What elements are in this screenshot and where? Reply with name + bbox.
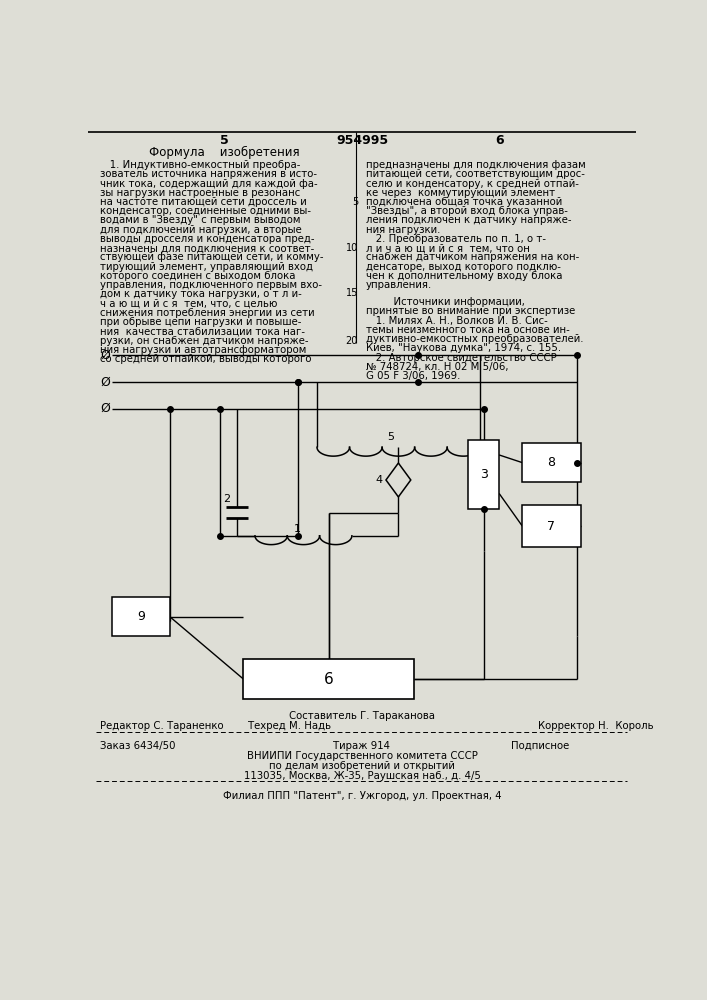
Text: снижения потребления энергии из сети: снижения потребления энергии из сети: [100, 308, 315, 318]
Text: Тираж 914: Тираж 914: [334, 741, 390, 751]
FancyBboxPatch shape: [112, 597, 170, 636]
Text: Заказ 6434/50: Заказ 6434/50: [100, 741, 175, 751]
Text: которого соединен с выходом блока: которого соединен с выходом блока: [100, 271, 296, 281]
Text: питающей сети, соответствующим дрос-: питающей сети, соответствующим дрос-: [366, 169, 585, 179]
Text: 7: 7: [547, 520, 556, 533]
Text: G 05 F 3/06, 1969.: G 05 F 3/06, 1969.: [366, 371, 460, 381]
Text: зователь источника напряжения в исто-: зователь источника напряжения в исто-: [100, 169, 317, 179]
Text: селю и конденсатору, к средней отпай-: селю и конденсатору, к средней отпай-: [366, 179, 579, 189]
Text: Подписное: Подписное: [510, 741, 569, 751]
Text: 2: 2: [223, 494, 230, 504]
Text: 2. Преобразователь по п. 1, о т-: 2. Преобразователь по п. 1, о т-: [366, 234, 546, 244]
Text: Источники информации,: Источники информации,: [373, 297, 525, 307]
Text: рузки, он снабжен датчиком напряже-: рузки, он снабжен датчиком напряже-: [100, 336, 308, 346]
Text: выводы дросселя и конденсатора пред-: выводы дросселя и конденсатора пред-: [100, 234, 315, 244]
FancyBboxPatch shape: [522, 443, 580, 482]
Text: темы неизменного тока на основе ин-: темы неизменного тока на основе ин-: [366, 325, 570, 335]
Text: 5: 5: [220, 134, 228, 147]
Text: "Звезды", а второй вход блока управ-: "Звезды", а второй вход блока управ-: [366, 206, 568, 216]
Text: чник тока, содержащий для каждой фа-: чник тока, содержащий для каждой фа-: [100, 179, 317, 189]
Text: 15: 15: [346, 288, 358, 298]
Text: Филиал ППП "Патент", г. Ужгород, ул. Проектная, 4: Филиал ППП "Патент", г. Ужгород, ул. Про…: [223, 791, 501, 801]
Text: ВНИИПИ Государственного комитета СССР: ВНИИПИ Государственного комитета СССР: [247, 751, 477, 761]
Text: 954995: 954995: [336, 134, 388, 147]
Text: ния  качества стабилизации тока наг-: ния качества стабилизации тока наг-: [100, 326, 305, 336]
Text: дом к датчику тока нагрузки, о т л и-: дом к датчику тока нагрузки, о т л и-: [100, 289, 302, 299]
Text: со средней отпайкой, выводы которого: со средней отпайкой, выводы которого: [100, 354, 312, 364]
Text: зы нагрузки настроенные в резонанс: зы нагрузки настроенные в резонанс: [100, 188, 300, 198]
FancyBboxPatch shape: [243, 659, 414, 699]
Text: 20: 20: [346, 336, 358, 346]
Text: 1. Милях А. Н., Волков И. В. Сис-: 1. Милях А. Н., Волков И. В. Сис-: [366, 316, 548, 326]
Text: 10: 10: [346, 243, 358, 253]
Text: снабжен датчиком напряжения на кон-: снабжен датчиком напряжения на кон-: [366, 252, 579, 262]
Text: для подключений нагрузки, а вторые: для подключений нагрузки, а вторые: [100, 225, 302, 235]
Text: по делам изобретений и открытий: по делам изобретений и открытий: [269, 761, 455, 771]
Text: на частоте питающей сети дроссель и: на частоте питающей сети дроссель и: [100, 197, 307, 207]
Text: Ø: Ø: [100, 348, 110, 361]
Text: № 748724, кл. Н 02 М 5/06,: № 748724, кл. Н 02 М 5/06,: [366, 362, 508, 372]
Text: тирующий элемент, управляющий вход: тирующий элемент, управляющий вход: [100, 262, 313, 272]
Text: управления, подключенного первым вхо-: управления, подключенного первым вхо-: [100, 280, 322, 290]
Text: 6: 6: [324, 672, 334, 687]
Text: денсаторе, выход которого подклю-: денсаторе, выход которого подклю-: [366, 262, 561, 272]
Text: ч а ю щ и й с я  тем, что, с целью: ч а ю щ и й с я тем, что, с целью: [100, 299, 277, 309]
Text: Ø: Ø: [100, 402, 110, 415]
Text: управления.: управления.: [366, 280, 432, 290]
Text: 1. Индуктивно-емкостный преобра-: 1. Индуктивно-емкостный преобра-: [100, 160, 300, 170]
Text: 4: 4: [375, 475, 382, 485]
Text: 2. Авторское свидетельство СССР: 2. Авторское свидетельство СССР: [366, 353, 556, 363]
Text: ствующей фазе питающей сети, и комму-: ствующей фазе питающей сети, и комму-: [100, 252, 324, 262]
FancyBboxPatch shape: [468, 440, 499, 509]
Text: Корректор Н.  Король: Корректор Н. Король: [538, 721, 653, 731]
Text: подключена общая точка указанной: подключена общая точка указанной: [366, 197, 562, 207]
Text: конденсатор, соединенные одними вы-: конденсатор, соединенные одними вы-: [100, 206, 311, 216]
Text: дуктивно-емкостных преобразователей.: дуктивно-емкостных преобразователей.: [366, 334, 583, 344]
Text: предназначены для подключения фазам: предназначены для подключения фазам: [366, 160, 585, 170]
Text: принятые во внимание при экспертизе: принятые во внимание при экспертизе: [366, 306, 575, 316]
Text: 113035, Москва, Ж-35, Раушская наб., д. 4/5: 113035, Москва, Ж-35, Раушская наб., д. …: [243, 771, 480, 781]
Text: Редактор С. Тараненко: Редактор С. Тараненко: [100, 721, 223, 731]
Text: при обрыве цепи нагрузки и повыше-: при обрыве цепи нагрузки и повыше-: [100, 317, 301, 327]
Text: назначены для подключения к соответ-: назначены для подключения к соответ-: [100, 243, 314, 253]
Text: Составитель Г. Тараканова: Составитель Г. Тараканова: [289, 711, 435, 721]
FancyBboxPatch shape: [522, 505, 580, 547]
Text: чен к дополнительному входу блока: чен к дополнительному входу блока: [366, 271, 562, 281]
Text: ке через  коммутирующий элемент: ке через коммутирующий элемент: [366, 188, 555, 198]
Text: Формула    изобретения: Формула изобретения: [148, 146, 299, 159]
Polygon shape: [386, 463, 411, 497]
Text: 3: 3: [479, 468, 488, 481]
Text: л и ч а ю щ и й с я  тем, что он: л и ч а ю щ и й с я тем, что он: [366, 243, 530, 253]
Text: 8: 8: [547, 456, 556, 469]
Text: 5: 5: [387, 432, 394, 442]
Text: Ø: Ø: [100, 375, 110, 388]
Text: ления подключен к датчику напряже-: ления подключен к датчику напряже-: [366, 215, 571, 225]
Text: Техред М. Надь: Техред М. Надь: [248, 721, 332, 731]
Text: 6: 6: [495, 134, 503, 147]
Text: ния нагрузки и автотрансформатором: ния нагрузки и автотрансформатором: [100, 345, 306, 355]
Text: 9: 9: [136, 610, 145, 623]
Text: Киев, "Наукова думка", 1974, с. 155.: Киев, "Наукова думка", 1974, с. 155.: [366, 343, 561, 353]
Text: водами в "Звезду" с первым выводом: водами в "Звезду" с первым выводом: [100, 215, 300, 225]
Text: ния нагрузки.: ния нагрузки.: [366, 225, 440, 235]
Text: 1: 1: [294, 524, 301, 534]
Text: 5: 5: [352, 197, 358, 207]
